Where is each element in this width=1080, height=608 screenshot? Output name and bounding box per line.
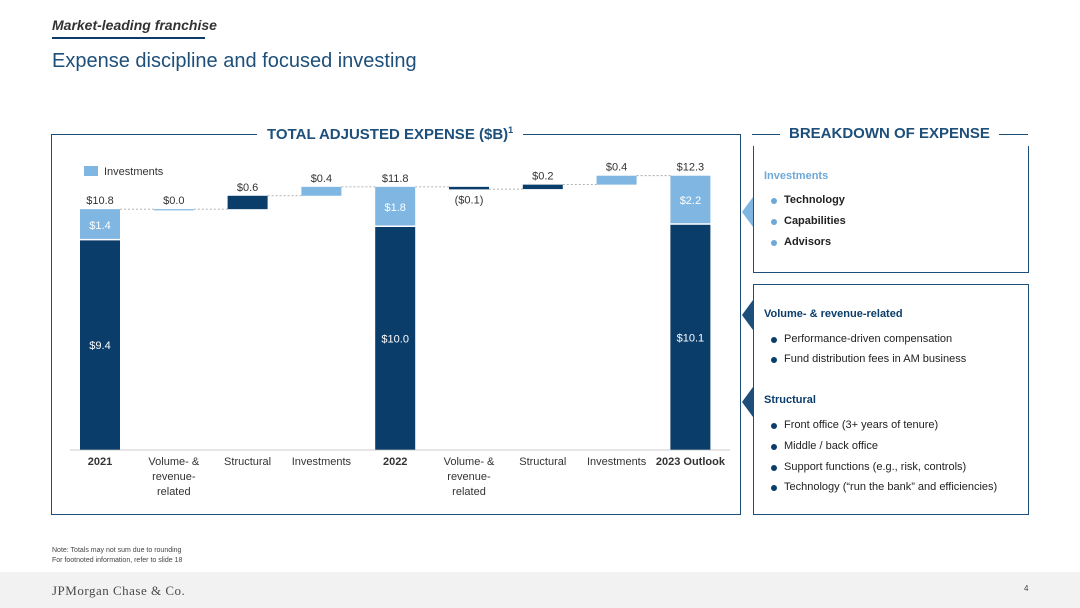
bullet-icon [771, 444, 777, 450]
footnotes: Note: Totals may not sum due to rounding… [52, 546, 182, 566]
item-label: Performance-driven compensation [784, 333, 953, 345]
bar-base [375, 227, 416, 450]
bar-change-label: $0.4 [311, 173, 332, 185]
bullet-icon [771, 465, 777, 471]
x-tick-label: related [157, 486, 191, 498]
x-tick-label: Structural [224, 456, 271, 468]
footnote-line: Note: Totals may not sum due to rounding [52, 547, 182, 554]
bar-total-label: $10.8 [86, 195, 114, 207]
bar-total-label: $11.8 [382, 173, 409, 185]
bar-investments [670, 175, 711, 224]
page-number: 4 [1024, 584, 1029, 593]
bar-total-label: $12.3 [677, 162, 705, 174]
item-label: Technology [784, 194, 845, 206]
bar-base [80, 240, 120, 450]
structural-item: Support functions (e.g., risk, controls) [771, 461, 967, 473]
bullet-icon [771, 485, 777, 491]
investments-pointer-icon [742, 197, 753, 227]
item-label: Advisors [784, 236, 832, 248]
bar-investments [80, 209, 120, 239]
x-tick-label: 2022 [383, 456, 407, 468]
volume-item: Performance-driven compensation [771, 333, 953, 345]
x-tick-label: Investments [292, 456, 352, 468]
bar-change [449, 186, 489, 190]
structural-pointer-icon [742, 387, 753, 417]
x-tick-label: 2021 [88, 456, 112, 468]
x-tick-label: Structural [519, 456, 566, 468]
bar-change-label: $0.2 [532, 171, 553, 183]
bar-change [153, 209, 194, 211]
bar-change-label: $0.6 [237, 182, 258, 194]
bar-investments-label: $1.8 [384, 202, 405, 214]
structural-heading: Structural [764, 394, 816, 406]
bar-base-label: $9.4 [89, 340, 110, 352]
item-label: Technology (“run the bank” and efficienc… [784, 481, 998, 493]
chart-heading-text: TOTAL ADJUSTED EXPENSE ($B) [267, 126, 509, 143]
investments-heading: Investments [764, 170, 829, 182]
investments-item: Capabilities [771, 215, 846, 227]
chart-heading: TOTAL ADJUSTED EXPENSE ($B)1 [257, 125, 524, 143]
bar-base-label: $10.0 [381, 334, 409, 346]
structural-item: Technology (“run the bank” and efficienc… [771, 481, 998, 493]
bar-change-label: $0.0 [163, 195, 184, 207]
volume-heading: Volume- & revenue-related [764, 308, 903, 320]
footer-bar [0, 572, 1080, 608]
item-label: Middle / back office [784, 440, 878, 452]
investments-item: Technology [771, 194, 845, 206]
bullet-icon [771, 198, 777, 204]
x-tick-label: 2023 Outlook [656, 456, 726, 468]
item-label: Fund distribution fees in AM business [784, 353, 967, 365]
bullet-icon [771, 337, 777, 343]
bar-change [301, 186, 342, 196]
legend-label: Investments [104, 166, 164, 178]
bar-base [670, 224, 711, 450]
x-tick-label: Investments [587, 456, 647, 468]
breakdown-heading: BREAKDOWN OF EXPENSE [780, 125, 999, 142]
volume-item: Fund distribution fees in AM business [771, 353, 967, 365]
bullet-icon [771, 219, 777, 225]
bar-change [596, 175, 637, 185]
chart-heading-footnote: 1 [508, 125, 514, 135]
x-tick-label: related [452, 486, 486, 498]
x-tick-label: Volume- & [148, 456, 199, 468]
volume-pointer-icon [742, 300, 753, 330]
kicker-underline [52, 37, 205, 39]
bar-investments [375, 186, 416, 226]
bullet-icon [771, 423, 777, 429]
item-label: Front office (3+ years of tenure) [784, 419, 939, 431]
structural-item: Front office (3+ years of tenure) [771, 419, 939, 431]
bar-investments-label: $2.2 [680, 195, 701, 207]
bar-change-label: ($0.1) [455, 194, 484, 206]
item-label: Support functions (e.g., risk, controls) [784, 461, 967, 473]
item-label: Capabilities [784, 215, 846, 227]
page-title: Expense discipline and focused investing [52, 50, 417, 72]
investments-panel: Investments Technology Capabilities Advi… [753, 146, 1029, 273]
bullet-icon [771, 240, 777, 246]
section-kicker: Market-leading franchise [52, 17, 217, 33]
structural-item: Middle / back office [771, 440, 878, 452]
bar-investments-label: $1.4 [89, 220, 110, 232]
bar-change [227, 195, 268, 210]
investments-item: Advisors [771, 236, 832, 248]
bar-change [522, 184, 563, 190]
x-tick-label: revenue- [152, 471, 196, 483]
bullet-icon [771, 357, 777, 363]
bar-base-label: $10.1 [677, 332, 705, 344]
company-logo: JPMorgan Chase & Co. [52, 583, 186, 598]
x-tick-label: revenue- [447, 471, 491, 483]
x-tick-label: Volume- & [444, 456, 495, 468]
footnote-line: For footnoted information, refer to slid… [52, 557, 183, 564]
volume-structural-panel: Volume- & revenue-related Performance-dr… [753, 284, 1029, 515]
bar-change-label: $0.4 [606, 162, 627, 174]
legend-swatch [84, 166, 98, 176]
